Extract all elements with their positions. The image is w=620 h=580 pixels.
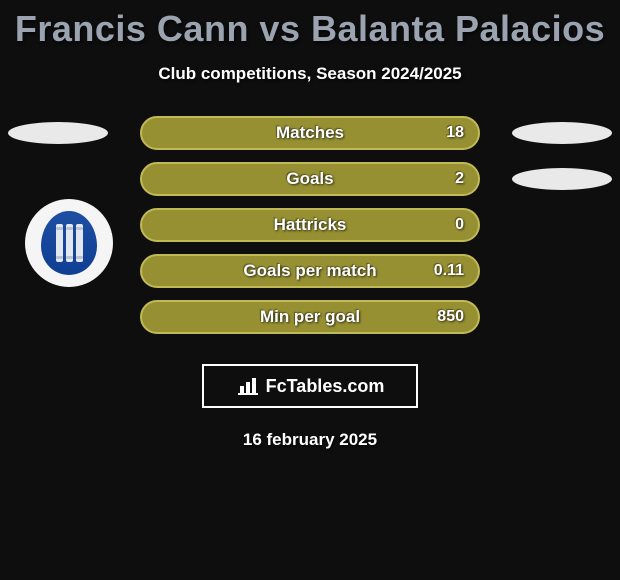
stat-value: 2	[455, 170, 464, 188]
brand-text: FcTables.com	[266, 376, 385, 397]
stat-bar: Goals per match 0.11	[140, 254, 480, 288]
stat-value: 18	[446, 124, 464, 142]
stat-row: Goals per match 0.11	[0, 254, 620, 288]
player2-value-placeholder	[512, 168, 612, 190]
stat-label: Goals	[286, 169, 333, 189]
stat-row: Matches 18	[0, 116, 620, 150]
date-text: 16 february 2025	[0, 430, 620, 450]
subtitle: Club competitions, Season 2024/2025	[0, 64, 620, 84]
player2-value-placeholder	[512, 122, 612, 144]
bar-chart-icon	[236, 376, 260, 396]
stat-value: 850	[437, 308, 464, 326]
stat-row: Min per goal 850	[0, 300, 620, 334]
stat-bar: Goals 2	[140, 162, 480, 196]
player1-value-placeholder	[8, 122, 108, 144]
stat-label: Matches	[276, 123, 344, 143]
stat-bar: Min per goal 850	[140, 300, 480, 334]
stat-value: 0	[455, 216, 464, 234]
stat-label: Hattricks	[274, 215, 347, 235]
stat-bar: Hattricks 0	[140, 208, 480, 242]
stat-bar: Matches 18	[140, 116, 480, 150]
stat-label: Min per goal	[260, 307, 360, 327]
stats-chart: Matches 18 Goals 2 Hattricks 0 Goals per…	[0, 116, 620, 346]
stat-label: Goals per match	[243, 261, 376, 281]
stat-value: 0.11	[434, 262, 464, 280]
page-title: Francis Cann vs Balanta Palacios	[0, 0, 620, 50]
brand-attribution: FcTables.com	[202, 364, 418, 408]
stat-row: Hattricks 0	[0, 208, 620, 242]
stat-row: Goals 2	[0, 162, 620, 196]
